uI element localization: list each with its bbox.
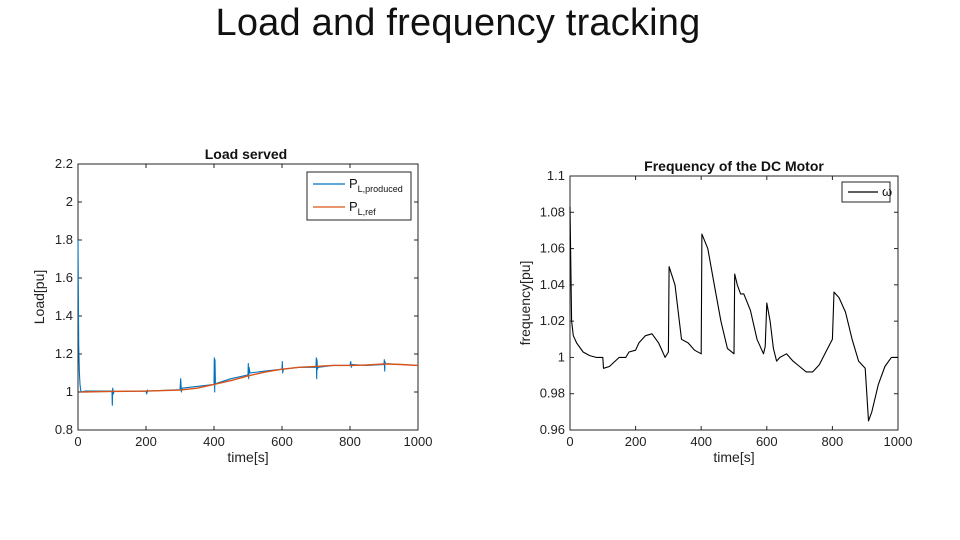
series-line-0	[77, 239, 419, 406]
x-tick-label: 200	[625, 434, 647, 449]
y-tick-label: 1.1	[547, 168, 565, 183]
y-tick-label: 1	[558, 349, 565, 364]
y-tick-label: 1.6	[55, 270, 73, 285]
y-tick-label: 1.2	[55, 346, 73, 361]
y-tick-label: 1.04	[540, 277, 565, 292]
x-tick-label: 800	[339, 434, 361, 449]
series-line-1	[81, 363, 419, 393]
y-tick-label: 1.06	[540, 241, 565, 256]
chart-title: Load served	[205, 146, 287, 162]
y-axis-label: Load[pu]	[31, 270, 47, 325]
y-tick-label: 1.4	[55, 308, 73, 323]
x-tick-label: 0	[74, 434, 81, 449]
legend-box	[306, 171, 412, 221]
legend-subscript-0: L,produced	[358, 184, 403, 194]
y-tick-label: 2.2	[55, 156, 73, 171]
y-tick-label: 0.96	[540, 422, 565, 437]
x-tick-label: 400	[690, 434, 712, 449]
slide-title: Load and frequency tracking	[215, 2, 701, 44]
y-tick-label: 1.02	[540, 313, 565, 328]
chart-title: Frequency of the DC Motor	[644, 158, 824, 174]
y-tick-label: 0.98	[540, 386, 565, 401]
series-line-0	[569, 206, 898, 422]
x-tick-label: 1000	[884, 434, 913, 449]
x-tick-label: 200	[135, 434, 157, 449]
legend-label-0: ω	[882, 184, 892, 199]
x-tick-label: 600	[756, 434, 778, 449]
y-tick-label: 2	[66, 194, 73, 209]
y-axis-label: frequency[pu]	[517, 261, 533, 346]
y-tick-label: 0.8	[55, 422, 73, 437]
x-tick-label: 1000	[404, 434, 433, 449]
x-tick-label: 400	[203, 434, 225, 449]
legend-subscript-1: L,ref	[358, 207, 377, 217]
x-tick-label: 800	[822, 434, 844, 449]
y-tick-label: 1.08	[540, 204, 565, 219]
x-tick-label: 600	[271, 434, 293, 449]
x-tick-label: 0	[566, 434, 573, 449]
x-axis-label: time[s]	[227, 449, 268, 465]
x-axis-label: time[s]	[713, 449, 754, 465]
y-tick-label: 1	[66, 384, 73, 399]
y-tick-label: 1.8	[55, 232, 73, 247]
